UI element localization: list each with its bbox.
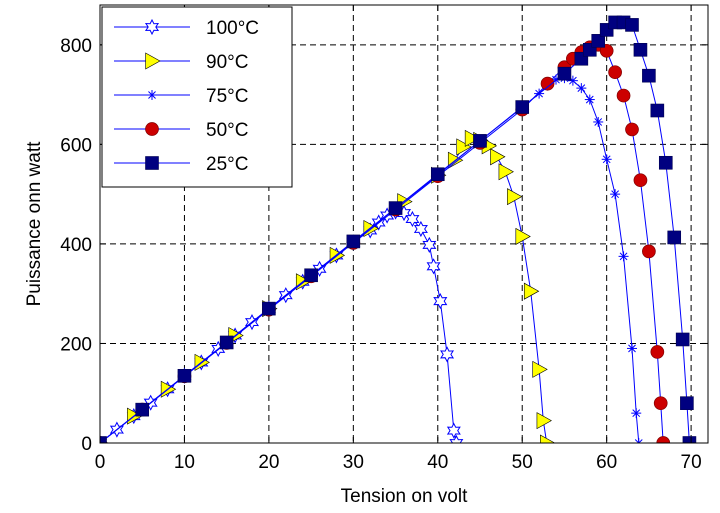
x-tick-label: 70 bbox=[681, 452, 702, 473]
data-point bbox=[627, 343, 637, 354]
y-tick-label: 600 bbox=[60, 135, 92, 156]
y-tick-label: 0 bbox=[81, 434, 92, 455]
data-point bbox=[413, 220, 428, 238]
data-point bbox=[680, 396, 694, 410]
data-point bbox=[219, 335, 234, 350]
data-point bbox=[433, 293, 448, 310]
x-tick-label: 50 bbox=[512, 452, 533, 473]
data-point bbox=[100, 436, 107, 443]
data-point bbox=[591, 34, 606, 48]
data-point bbox=[658, 155, 673, 170]
x-axis-label: Tension on volt bbox=[341, 486, 468, 507]
data-point bbox=[618, 251, 629, 262]
data-point bbox=[540, 434, 556, 443]
data-point bbox=[490, 148, 506, 166]
legend-box bbox=[101, 6, 293, 188]
data-point bbox=[515, 100, 530, 114]
data-point bbox=[135, 402, 150, 417]
y-tick-label: 400 bbox=[60, 235, 92, 256]
data-point bbox=[498, 163, 514, 181]
data-point bbox=[616, 88, 631, 103]
data-point bbox=[682, 436, 697, 443]
data-point bbox=[625, 122, 639, 137]
data-point bbox=[608, 65, 622, 80]
x-tick-label: 10 bbox=[174, 452, 195, 473]
data-point bbox=[584, 94, 595, 105]
series-layer bbox=[100, 15, 697, 443]
data-point bbox=[464, 129, 481, 147]
data-point bbox=[405, 210, 420, 228]
data-point bbox=[422, 236, 437, 253]
legend-entry: 90°C bbox=[114, 52, 248, 73]
data-point bbox=[430, 167, 445, 182]
data-point bbox=[515, 227, 531, 245]
data-point bbox=[653, 396, 668, 411]
data-point bbox=[633, 42, 648, 57]
data-point bbox=[456, 138, 472, 156]
legend-entry: 75°C bbox=[114, 86, 248, 107]
data-point bbox=[507, 188, 523, 206]
data-point bbox=[642, 68, 656, 83]
legend-label: 100°C bbox=[206, 18, 259, 39]
legend-entry: 50°C bbox=[114, 120, 248, 141]
x-tick-label: 60 bbox=[596, 452, 617, 473]
legend-label: 50°C bbox=[206, 120, 248, 141]
data-point bbox=[656, 436, 671, 443]
data-point bbox=[449, 434, 464, 443]
x-tick-label: 0 bbox=[95, 452, 106, 473]
data-point bbox=[523, 282, 540, 300]
legend-label: 90°C bbox=[206, 52, 248, 73]
series-4 bbox=[100, 15, 697, 443]
data-point bbox=[346, 234, 361, 249]
data-point bbox=[625, 18, 639, 32]
legend-label: 75°C bbox=[206, 86, 248, 107]
data-point bbox=[576, 83, 587, 94]
data-point bbox=[540, 76, 555, 91]
legend: 100°C 90°C 75°C 50°C 25°C bbox=[101, 6, 293, 188]
legend-entry: 25°C bbox=[114, 154, 248, 175]
data-point bbox=[631, 408, 642, 419]
data-point bbox=[440, 346, 455, 363]
data-point bbox=[536, 412, 552, 430]
legend-marker bbox=[145, 122, 159, 136]
data-point bbox=[567, 75, 578, 86]
plot-frame bbox=[99, 4, 709, 444]
y-tick-label: 200 bbox=[60, 334, 92, 355]
axis-ticks: 0 10 20 30 40 50 60 70 0 200 400 600 800 bbox=[60, 5, 708, 473]
data-point bbox=[601, 154, 612, 165]
y-axis-label: Puissance onn watt bbox=[24, 141, 45, 306]
data-point bbox=[650, 345, 665, 359]
data-point bbox=[304, 268, 318, 283]
data-point bbox=[593, 116, 604, 127]
data-point bbox=[446, 422, 461, 439]
data-point bbox=[667, 230, 682, 245]
y-tick-label: 800 bbox=[60, 36, 92, 57]
x-tick-label: 30 bbox=[343, 452, 364, 473]
data-point bbox=[177, 369, 192, 383]
data-point bbox=[426, 258, 441, 275]
data-point bbox=[633, 438, 644, 443]
x-tick-label: 20 bbox=[258, 452, 279, 473]
legend-marker bbox=[144, 18, 160, 36]
data-point bbox=[650, 103, 665, 118]
data-point bbox=[262, 301, 276, 316]
data-point bbox=[675, 332, 690, 347]
data-point bbox=[388, 201, 403, 215]
legend-entry: 100°C bbox=[114, 18, 259, 39]
data-point bbox=[532, 360, 548, 378]
data-point bbox=[557, 66, 572, 81]
data-point bbox=[610, 189, 621, 200]
legend-marker bbox=[145, 52, 161, 70]
legend-marker bbox=[145, 156, 159, 170]
data-point bbox=[633, 173, 648, 188]
data-point bbox=[642, 244, 656, 259]
legend-label: 25°C bbox=[206, 154, 248, 175]
x-tick-label: 40 bbox=[427, 452, 448, 473]
legend-marker bbox=[147, 90, 157, 100]
data-point bbox=[473, 134, 487, 148]
